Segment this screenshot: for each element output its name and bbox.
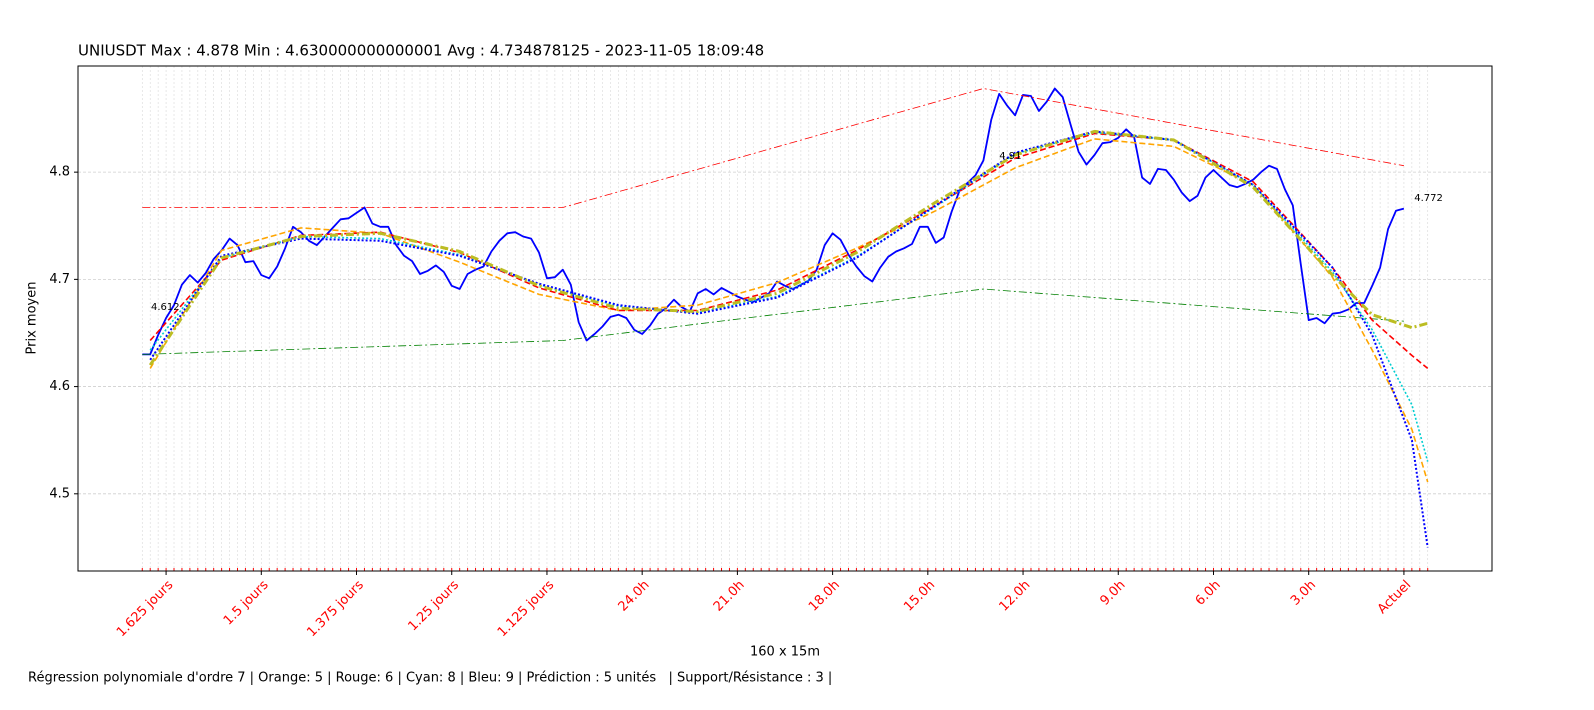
series-line [149, 130, 1429, 548]
annotation: 4.91 [999, 151, 1021, 162]
y-axis-label: Prix moyen [25, 282, 40, 355]
y-tick-label: 4.6 [49, 379, 70, 394]
chart-title: UNIUSDT Max : 4.878 Min : 4.630000000000… [78, 42, 764, 60]
y-tick-label: 4.7 [49, 272, 70, 287]
plot-frame [77, 65, 1493, 572]
y-tick-label: 4.5 [49, 486, 70, 501]
y-tick-label: 4.8 [49, 165, 70, 180]
series-line [148, 129, 1429, 366]
footer: Régression polynomiale d'ordre 7 | Orang… [28, 671, 832, 686]
series-line [142, 87, 1405, 356]
grid [78, 66, 1492, 571]
series-line [142, 88, 1404, 208]
annotation: 4.772 [1414, 193, 1443, 204]
plot: 4.612 4.91 4.772 [142, 87, 1443, 548]
annotation: 4.612 [151, 302, 180, 313]
x-axis-label: 160 x 15m [750, 645, 820, 660]
series-line [142, 288, 1404, 355]
